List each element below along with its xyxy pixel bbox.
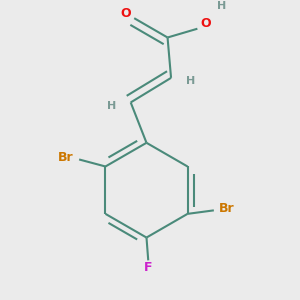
Text: Br: Br — [58, 151, 74, 164]
Text: F: F — [144, 261, 152, 274]
Text: H: H — [107, 101, 116, 111]
Text: H: H — [186, 76, 195, 86]
Text: H: H — [217, 1, 226, 11]
Text: O: O — [120, 8, 131, 20]
Text: Br: Br — [219, 202, 235, 215]
Text: O: O — [201, 17, 212, 30]
